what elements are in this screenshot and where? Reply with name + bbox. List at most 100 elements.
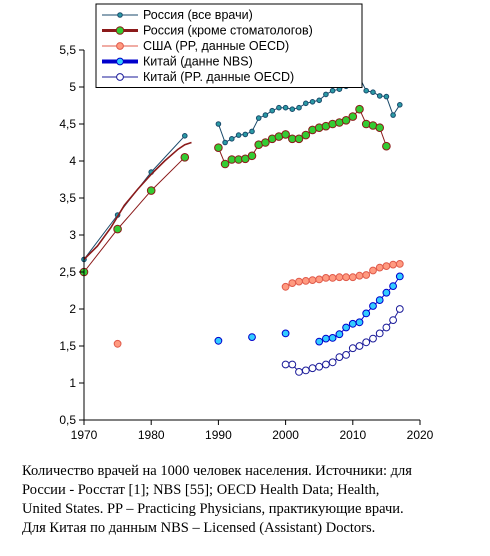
legend-swatch-marker xyxy=(116,42,124,50)
data-point xyxy=(375,263,384,272)
series-line xyxy=(83,156,186,273)
data-point xyxy=(303,100,309,107)
legend-swatch-marker xyxy=(115,26,125,35)
data-point xyxy=(342,351,351,359)
data-point xyxy=(369,302,377,310)
data-point xyxy=(390,112,396,118)
y-tick-label: 0,5 xyxy=(59,413,76,427)
data-point xyxy=(215,121,222,127)
data-point xyxy=(316,97,323,104)
legend-swatch-marker xyxy=(116,57,124,66)
data-point xyxy=(376,93,383,99)
data-point xyxy=(355,104,364,114)
data-point xyxy=(315,337,324,346)
series-3 xyxy=(113,260,404,348)
doctors-per-1000-chart: 0,5 1 1,5 2 2,5 3 3,5 4 4,5 5 5,5 1970 1980 1990 2000 2… xyxy=(59,3,434,442)
data-point xyxy=(383,93,390,100)
series-5 xyxy=(281,305,404,376)
data-point xyxy=(214,143,223,152)
legend-entry-4: Китай (данне NBS) xyxy=(143,55,253,69)
y-tick-label: 3 xyxy=(69,228,76,242)
data-point xyxy=(301,366,310,375)
data-point xyxy=(146,186,156,195)
data-point xyxy=(235,132,242,138)
data-point xyxy=(329,87,336,94)
data-point xyxy=(113,224,122,234)
data-point xyxy=(281,130,290,139)
x-tick-label: 2000 xyxy=(272,428,299,442)
data-point xyxy=(294,134,304,144)
series-line xyxy=(217,76,401,144)
data-point xyxy=(363,87,370,94)
data-point xyxy=(355,318,364,327)
data-point xyxy=(389,282,398,291)
y-tick-label: 2 xyxy=(69,302,76,316)
data-point xyxy=(276,104,282,111)
data-point xyxy=(375,329,384,338)
data-point xyxy=(389,316,398,325)
x-tick-label: 1980 xyxy=(138,428,165,442)
data-point xyxy=(328,358,337,367)
data-point xyxy=(282,104,289,111)
data-point xyxy=(389,260,398,269)
legend: Россия (все врачи) Россия (кроме стоматол… xyxy=(95,3,363,88)
data-point xyxy=(261,138,270,147)
data-point xyxy=(180,153,190,162)
caption-line-4: Для Китая по данным NBS – Licensed (Assi… xyxy=(22,520,376,536)
legend-swatch-marker xyxy=(117,12,123,18)
y-tick-label: 5,5 xyxy=(59,43,76,57)
data-point xyxy=(269,107,276,114)
y-tick-label: 1,5 xyxy=(59,339,76,353)
data-point xyxy=(395,305,404,313)
legend-swatch-marker xyxy=(116,73,124,81)
data-point xyxy=(296,104,302,111)
data-point xyxy=(315,362,324,371)
data-point xyxy=(309,99,316,105)
data-point xyxy=(348,344,357,353)
data-point xyxy=(322,360,330,369)
caption-line-2: России - Росстат [1]; NBS [55]; OECD Hea… xyxy=(22,482,380,498)
data-point xyxy=(281,282,290,291)
series-2 xyxy=(79,104,391,277)
data-point xyxy=(382,262,391,271)
legend-box xyxy=(95,3,363,88)
data-point xyxy=(369,334,377,343)
data-point xyxy=(328,274,337,282)
x-tick-label: 2020 xyxy=(407,428,434,442)
data-point xyxy=(214,336,223,345)
data-point xyxy=(288,279,297,288)
caption-line-1: Количество врачей на 1000 человек населе… xyxy=(22,463,412,479)
data-point xyxy=(315,275,324,284)
x-tick-label: 1970 xyxy=(71,428,98,442)
data-point xyxy=(222,139,228,146)
data-point xyxy=(301,130,311,140)
data-point xyxy=(341,116,351,125)
plot-background xyxy=(84,50,420,420)
data-point xyxy=(348,112,358,121)
data-point xyxy=(355,271,364,280)
data-point xyxy=(335,330,344,339)
data-point xyxy=(255,115,262,121)
y-tick-label: 5 xyxy=(69,80,76,94)
data-point xyxy=(369,266,377,275)
x-tick-label: 2010 xyxy=(339,428,366,442)
data-point xyxy=(281,360,290,369)
data-point xyxy=(362,271,371,279)
data-point xyxy=(348,273,357,282)
series-trend-curve xyxy=(83,141,192,260)
data-point xyxy=(322,274,330,282)
data-point xyxy=(370,89,376,95)
data-point xyxy=(335,273,344,282)
data-point xyxy=(247,151,257,161)
data-point xyxy=(281,329,290,338)
data-point xyxy=(395,272,404,281)
data-point xyxy=(342,273,351,282)
data-point xyxy=(262,112,269,118)
data-point xyxy=(301,277,310,285)
y-tick-label: 3,5 xyxy=(59,191,76,205)
series-4 xyxy=(214,272,404,346)
data-point xyxy=(229,136,235,142)
y-tick-label: 2,5 xyxy=(59,265,76,279)
data-point xyxy=(113,339,122,348)
data-point xyxy=(355,342,364,350)
